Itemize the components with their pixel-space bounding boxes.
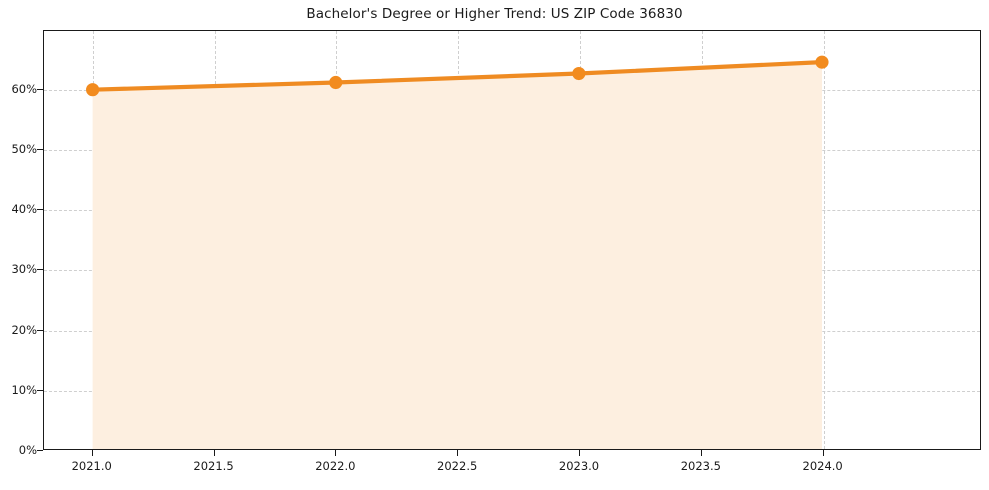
x-axis-tick-mark	[457, 450, 459, 456]
y-axis-tick-label: 60%	[11, 81, 37, 96]
x-axis-tick-label: 2022.0	[315, 459, 356, 473]
x-axis-tick-mark	[579, 450, 580, 456]
data-point-marker[interactable]	[815, 55, 829, 69]
y-axis-tick-mark	[37, 450, 43, 451]
y-axis-tick-label: 50%	[11, 142, 37, 157]
plot-area	[43, 30, 981, 450]
x-axis-tick-mark	[213, 450, 215, 456]
y-axis-tick-label: 10%	[11, 382, 37, 397]
x-axis-tick-label: 2021.0	[71, 459, 112, 473]
y-axis-tick-label: 40%	[11, 202, 37, 217]
data-point-marker[interactable]	[572, 66, 586, 81]
data-point-marker[interactable]	[86, 83, 100, 97]
x-axis-tick-label: 2022.5	[437, 459, 478, 473]
series-line	[90, 60, 825, 92]
plot-inner	[44, 31, 980, 449]
x-axis-tick-mark	[700, 450, 702, 456]
y-axis-tick-label: 30%	[11, 262, 37, 277]
series-layer	[86, 55, 829, 449]
gridline-vertical	[823, 31, 825, 449]
data-point-marker[interactable]	[329, 75, 343, 90]
y-axis-tick-label: 0%	[18, 443, 37, 457]
chart-title: Bachelor's Degree or Higher Trend: US ZI…	[306, 6, 683, 22]
y-axis-tick-label: 20%	[11, 322, 37, 337]
x-axis-tick-label: 2021.5	[193, 459, 234, 473]
x-axis-tick-label: 2023.0	[558, 459, 600, 473]
x-axis-tick-mark	[91, 450, 93, 456]
x-axis-tick-label: 2024.0	[802, 459, 843, 473]
x-axis-tick-mark	[822, 450, 824, 456]
x-axis-tick-mark	[335, 450, 337, 456]
series-area-fill	[92, 62, 822, 449]
x-axis-tick-label: 2023.5	[680, 459, 721, 473]
